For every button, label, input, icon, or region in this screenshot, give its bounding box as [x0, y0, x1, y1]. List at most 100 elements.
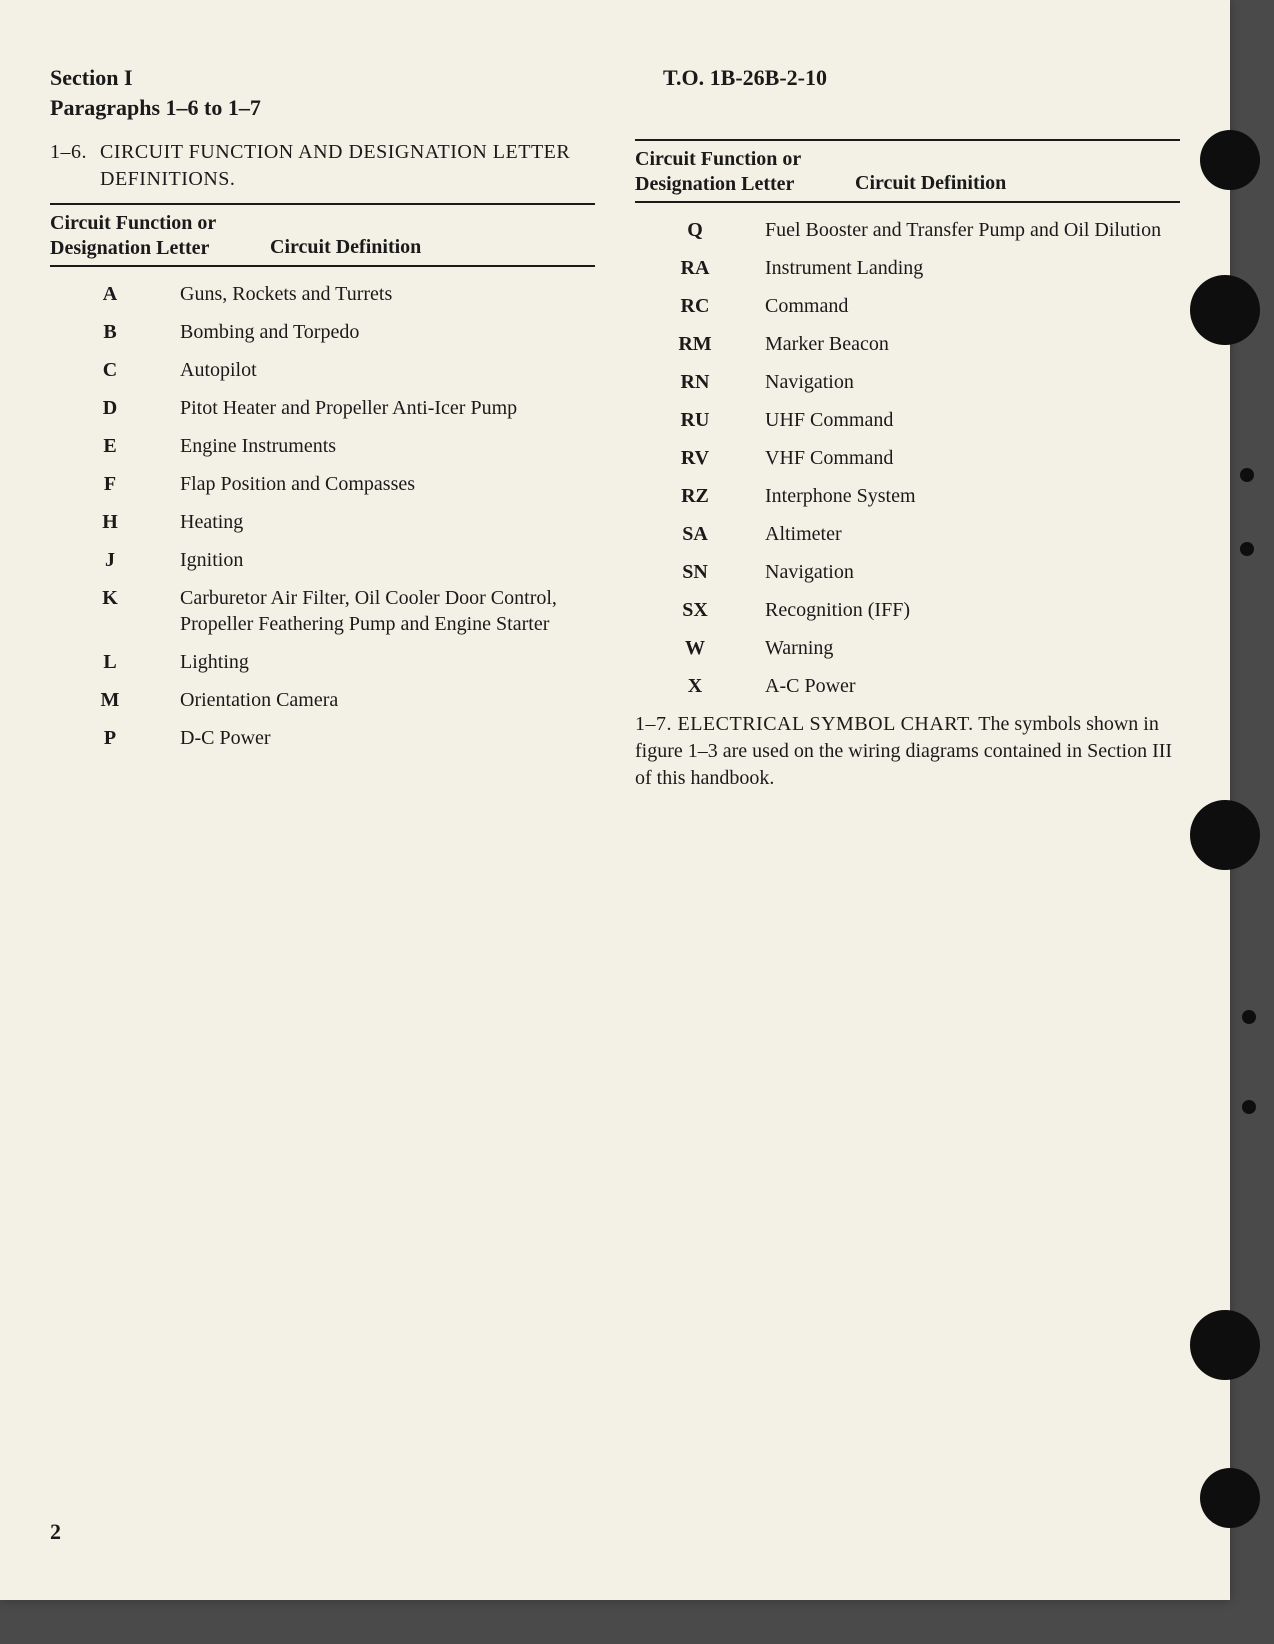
definition-row: KCarburetor Air Filter, Oil Cooler Door … — [50, 585, 595, 637]
definition-letter: SA — [635, 521, 765, 547]
definition-row: SAAltimeter — [635, 521, 1180, 547]
definition-row: RAInstrument Landing — [635, 255, 1180, 281]
definition-text: Fuel Booster and Transfer Pump and Oil D… — [765, 217, 1180, 243]
definition-row: RVVHF Command — [635, 445, 1180, 471]
definition-letter: J — [50, 547, 180, 573]
definition-letter: A — [50, 281, 180, 307]
rule — [50, 203, 595, 205]
definition-row: RCCommand — [635, 293, 1180, 319]
binder-hole — [1190, 1310, 1260, 1380]
doc-number: T.O. 1B-26B-2-10 — [310, 65, 1180, 91]
th-definition: Circuit Definition — [270, 211, 595, 261]
binder-hole — [1190, 800, 1260, 870]
definition-text: Pitot Heater and Propeller Anti-Icer Pum… — [180, 395, 595, 421]
definition-row: MOrientation Camera — [50, 687, 595, 713]
page-header: Section I T.O. 1B-26B-2-10 — [50, 65, 1180, 91]
definition-text: VHF Command — [765, 445, 1180, 471]
binder-hole — [1242, 1010, 1256, 1024]
heading-1-6-text: CIRCUIT FUNCTION AND DESIGNATION LETTER … — [100, 139, 595, 193]
definition-text: Navigation — [765, 559, 1180, 585]
definition-text: Orientation Camera — [180, 687, 595, 713]
definition-letter: W — [635, 635, 765, 661]
definition-row: SNNavigation — [635, 559, 1180, 585]
definition-letter: SN — [635, 559, 765, 585]
definition-letter: F — [50, 471, 180, 497]
heading-1-6: 1–6. CIRCUIT FUNCTION AND DESIGNATION LE… — [50, 139, 595, 193]
paragraphs-label: Paragraphs 1–6 to 1–7 — [50, 95, 1180, 121]
definition-letter: B — [50, 319, 180, 345]
binder-hole — [1240, 468, 1254, 482]
definition-row: RZInterphone System — [635, 483, 1180, 509]
definition-letter: RC — [635, 293, 765, 319]
definition-letter: RM — [635, 331, 765, 357]
definition-row: LLighting — [50, 649, 595, 675]
binder-hole — [1242, 1100, 1256, 1114]
definition-row: XA-C Power — [635, 673, 1180, 699]
definition-letter: SX — [635, 597, 765, 623]
definition-text: Marker Beacon — [765, 331, 1180, 357]
document-page: Section I T.O. 1B-26B-2-10 Paragraphs 1–… — [0, 0, 1230, 1600]
definition-row: SXRecognition (IFF) — [635, 597, 1180, 623]
right-definitions: QFuel Booster and Transfer Pump and Oil … — [635, 217, 1180, 699]
definition-row: FFlap Position and Compasses — [50, 471, 595, 497]
heading-1-6-num: 1–6. — [50, 139, 100, 193]
definition-row: WWarning — [635, 635, 1180, 661]
rule — [50, 265, 595, 267]
definition-letter: D — [50, 395, 180, 421]
definition-row: RNNavigation — [635, 369, 1180, 395]
left-definitions: AGuns, Rockets and TurretsBBombing and T… — [50, 281, 595, 751]
definition-text: Interphone System — [765, 483, 1180, 509]
table-header-left: Circuit Function or Designation Letter C… — [50, 211, 595, 261]
definition-letter: RV — [635, 445, 765, 471]
definition-text: Warning — [765, 635, 1180, 661]
definition-text: A-C Power — [765, 673, 1180, 699]
table-header-right: Circuit Function or Designation Letter C… — [635, 147, 1180, 197]
definition-letter: L — [50, 649, 180, 675]
definition-text: Bombing and Torpedo — [180, 319, 595, 345]
rule — [635, 201, 1180, 203]
definition-letter: P — [50, 725, 180, 751]
definition-letter: H — [50, 509, 180, 535]
definition-letter: RU — [635, 407, 765, 433]
binder-hole — [1190, 275, 1260, 345]
definition-row: PD-C Power — [50, 725, 595, 751]
definition-text: Lighting — [180, 649, 595, 675]
definition-text: Engine Instruments — [180, 433, 595, 459]
definition-text: Guns, Rockets and Turrets — [180, 281, 595, 307]
definition-row: HHeating — [50, 509, 595, 535]
th-definition: Circuit Definition — [855, 147, 1180, 197]
definition-text: Autopilot — [180, 357, 595, 383]
definition-text: Recognition (IFF) — [765, 597, 1180, 623]
right-column: Circuit Function or Designation Letter C… — [635, 139, 1180, 792]
definition-text: Command — [765, 293, 1180, 319]
definition-row: QFuel Booster and Transfer Pump and Oil … — [635, 217, 1180, 243]
rule — [635, 139, 1180, 141]
definition-row: CAutopilot — [50, 357, 595, 383]
page-number: 2 — [50, 1519, 61, 1545]
binder-hole — [1200, 130, 1260, 190]
left-column: 1–6. CIRCUIT FUNCTION AND DESIGNATION LE… — [50, 139, 595, 792]
definition-letter: M — [50, 687, 180, 713]
definition-letter: K — [50, 585, 180, 637]
paragraph-1-7: 1–7. ELECTRICAL SYMBOL CHART. The symbol… — [635, 711, 1180, 792]
definition-row: RUUHF Command — [635, 407, 1180, 433]
definition-row: JIgnition — [50, 547, 595, 573]
definition-letter: X — [635, 673, 765, 699]
definition-letter: RA — [635, 255, 765, 281]
th-function: Circuit Function or Designation Letter — [635, 147, 855, 197]
binder-hole — [1240, 542, 1254, 556]
definition-letter: RZ — [635, 483, 765, 509]
definition-text: Flap Position and Compasses — [180, 471, 595, 497]
definition-text: Navigation — [765, 369, 1180, 395]
th-function: Circuit Function or Designation Letter — [50, 211, 270, 261]
binder-hole — [1200, 1468, 1260, 1528]
definition-text: Heating — [180, 509, 595, 535]
definition-row: BBombing and Torpedo — [50, 319, 595, 345]
definition-letter: E — [50, 433, 180, 459]
definition-letter: Q — [635, 217, 765, 243]
definition-letter: C — [50, 357, 180, 383]
definition-letter: RN — [635, 369, 765, 395]
definition-text: Altimeter — [765, 521, 1180, 547]
definition-row: RMMarker Beacon — [635, 331, 1180, 357]
content-columns: 1–6. CIRCUIT FUNCTION AND DESIGNATION LE… — [50, 139, 1180, 792]
